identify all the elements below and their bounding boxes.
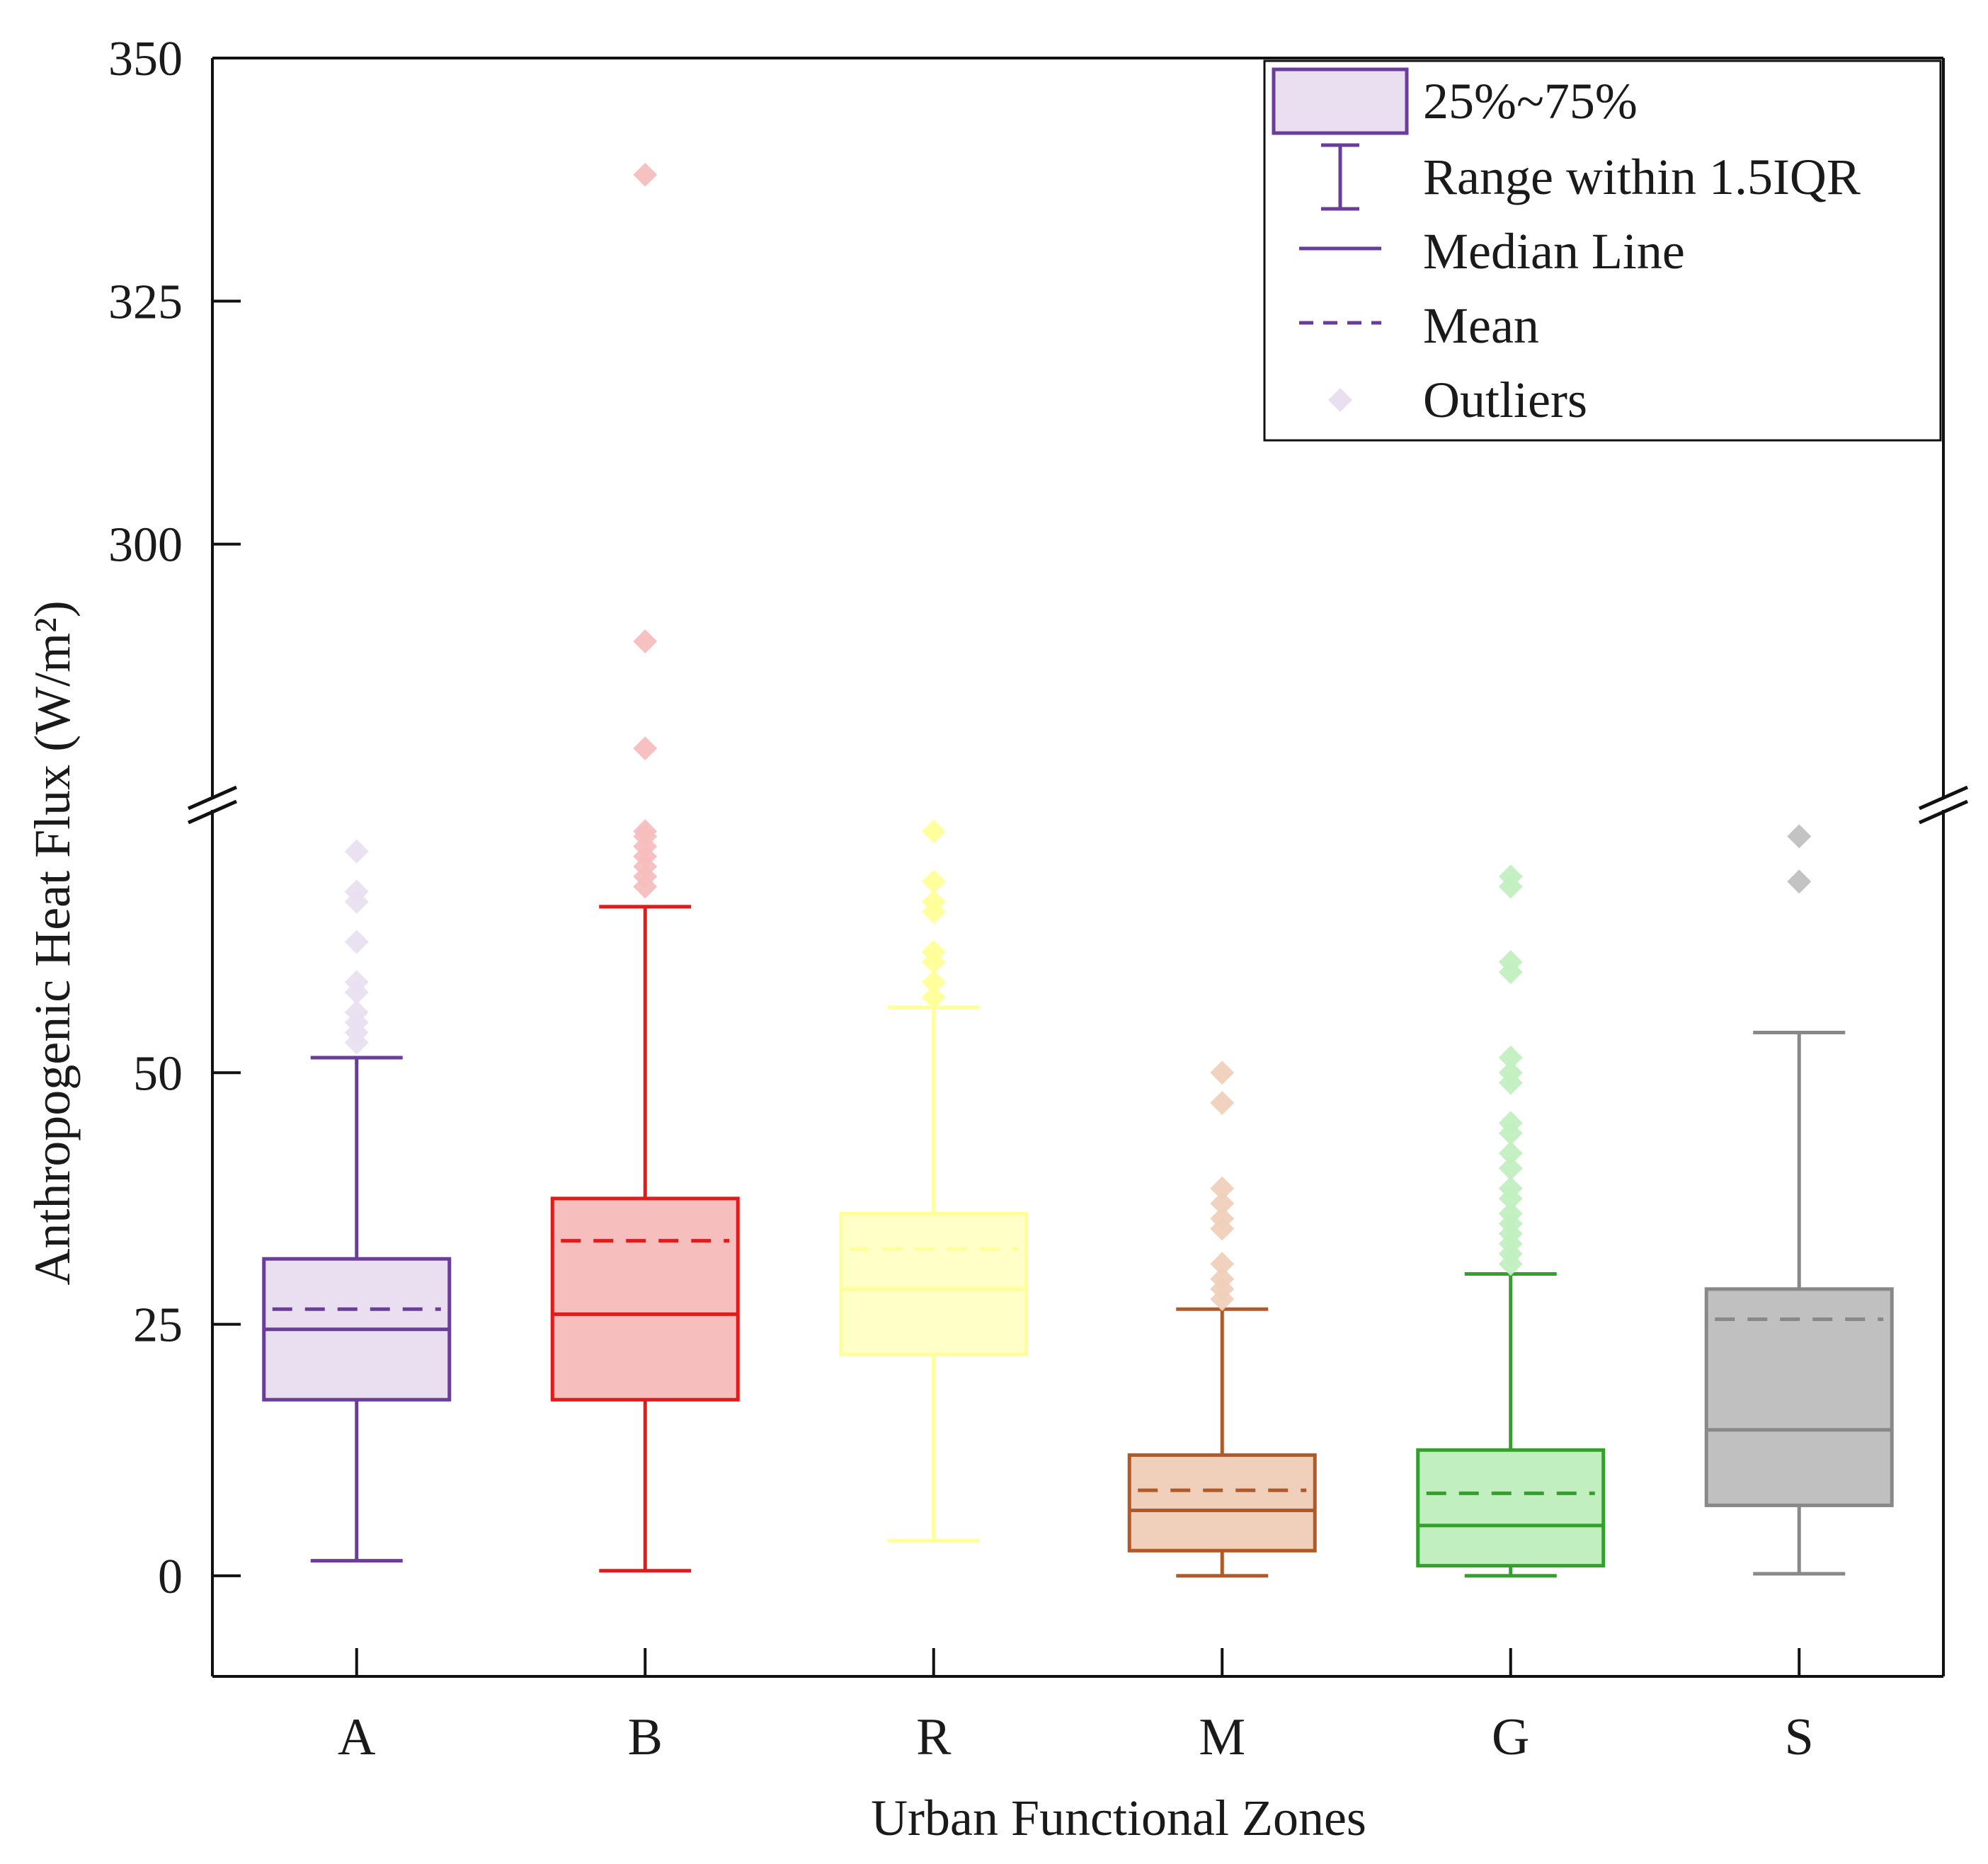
outlier-point bbox=[921, 869, 946, 894]
outlier-point bbox=[1210, 1267, 1235, 1291]
legend-item-box: 25%~75% bbox=[1272, 67, 1638, 135]
x-tick-label: M bbox=[1199, 1708, 1245, 1766]
outlier-point bbox=[633, 819, 658, 844]
outlier-point bbox=[921, 889, 946, 914]
outlier-point bbox=[1210, 1206, 1235, 1231]
y-tick-label: 50 bbox=[133, 1046, 183, 1101]
legend: 25%~75% Range within 1.5IQR Median Line Mea… bbox=[1263, 59, 1942, 442]
legend-outlier-swatch bbox=[1328, 388, 1352, 412]
iqr-box bbox=[1704, 1287, 1894, 1507]
outlier-point bbox=[1787, 869, 1812, 894]
outlier-point bbox=[1498, 1060, 1523, 1085]
x-tick-label: G bbox=[1492, 1708, 1529, 1766]
outlier-point bbox=[1498, 949, 1523, 974]
legend-item-median: Median Line bbox=[1299, 223, 1685, 280]
y-tick-label: 300 bbox=[108, 518, 183, 573]
iqr-box bbox=[1416, 1448, 1606, 1568]
box-group-R bbox=[839, 819, 1029, 1543]
box-group-G bbox=[1416, 864, 1606, 1578]
x-tick-label: B bbox=[628, 1708, 663, 1766]
outlier-point bbox=[1210, 1176, 1235, 1201]
outlier-point bbox=[1210, 1060, 1235, 1085]
outlier-point bbox=[1210, 1090, 1235, 1115]
outlier-point bbox=[344, 930, 369, 954]
outlier-point bbox=[344, 1000, 369, 1024]
outlier-point bbox=[633, 629, 658, 653]
outlier-point bbox=[1498, 1156, 1523, 1181]
outlier-point bbox=[633, 736, 658, 761]
plot-area bbox=[262, 162, 1894, 1578]
iqr-box bbox=[550, 1196, 740, 1402]
axes: 0 25 50 300 325 350 A B R M G S bbox=[108, 32, 1969, 1766]
outlier-point bbox=[1498, 864, 1523, 889]
right-axis-break bbox=[1918, 785, 1969, 811]
legend-label: Mean bbox=[1423, 297, 1539, 354]
outlier-point bbox=[1498, 1201, 1523, 1226]
outlier-point bbox=[344, 879, 369, 904]
box-group-A bbox=[262, 839, 452, 1563]
left-axis-break bbox=[187, 799, 238, 825]
box-group-S bbox=[1704, 824, 1894, 1576]
outlier-point bbox=[633, 162, 658, 187]
x-axis-label: Urban Functional Zones bbox=[871, 1790, 1366, 1846]
outlier-point bbox=[1498, 1176, 1523, 1201]
outlier-point bbox=[1787, 824, 1812, 849]
x-tick-label: A bbox=[338, 1708, 375, 1766]
outlier-point bbox=[1498, 1046, 1523, 1070]
x-tick-label: R bbox=[916, 1708, 952, 1766]
outlier-point bbox=[921, 985, 946, 1010]
iqr-box bbox=[1127, 1453, 1317, 1553]
y-tick-label: 0 bbox=[158, 1550, 183, 1604]
outlier-point bbox=[921, 970, 946, 995]
y-tick-label: 350 bbox=[108, 32, 183, 86]
outlier-point bbox=[1210, 1191, 1235, 1216]
legend-label: Range within 1.5IQR bbox=[1423, 149, 1861, 205]
x-tick-label: S bbox=[1785, 1708, 1814, 1766]
outlier-point bbox=[921, 819, 946, 844]
outlier-point bbox=[344, 839, 369, 864]
legend-label: 25%~75% bbox=[1423, 73, 1638, 130]
legend-item-outlier: Outliers bbox=[1328, 372, 1587, 428]
box-group-M bbox=[1127, 1060, 1317, 1578]
y-tick-label: 25 bbox=[133, 1298, 183, 1353]
legend-box-swatch bbox=[1272, 67, 1409, 135]
outlier-point bbox=[1210, 1252, 1235, 1276]
outlier-point bbox=[1498, 1141, 1523, 1165]
iqr-box bbox=[839, 1211, 1029, 1356]
y-tick-label: 325 bbox=[108, 275, 183, 329]
y-axis-label: Anthropogenic Heat Flux (W/m²) bbox=[24, 600, 81, 1285]
box-group-B bbox=[550, 162, 740, 1573]
legend-label: Outliers bbox=[1423, 372, 1587, 428]
left-axis-break bbox=[187, 785, 238, 811]
legend-label: Median Line bbox=[1423, 223, 1685, 280]
legend-item-whisker: Range within 1.5IQR bbox=[1321, 143, 1861, 211]
outlier-point bbox=[921, 939, 946, 964]
outlier-point bbox=[344, 970, 369, 995]
outlier-point bbox=[1498, 1111, 1523, 1136]
legend-item-mean: Mean bbox=[1299, 297, 1539, 354]
right-axis-break bbox=[1918, 799, 1969, 825]
